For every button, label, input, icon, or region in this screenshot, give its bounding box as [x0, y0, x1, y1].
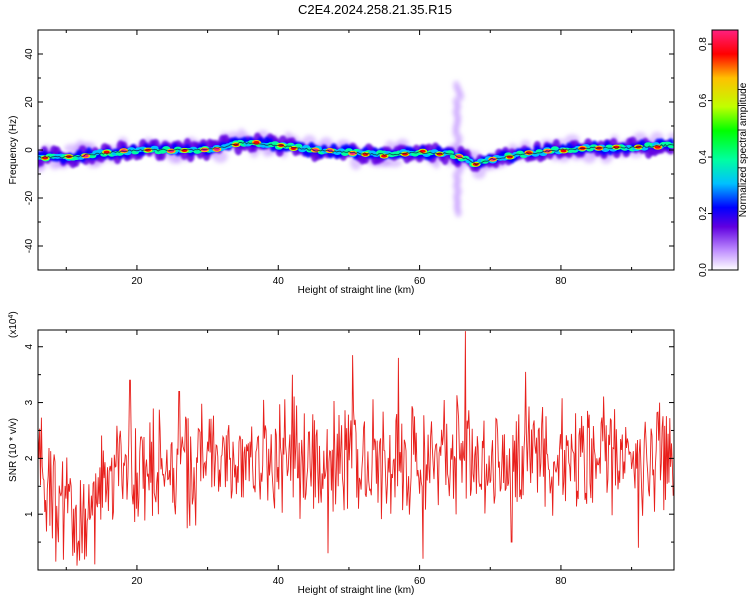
colorbar-ticks: 0.0 0.2 0.4 0.6 0.8: [698, 37, 712, 277]
snr-line-path: [38, 331, 674, 566]
bottom-x-tick-label: 60: [414, 576, 426, 587]
heatmap-halo-cell: [667, 132, 674, 140]
top-y-tick-label: 0: [24, 147, 35, 153]
bottom-y-axis-label: SNR (10 * v/v): [8, 418, 19, 482]
colorbar-tick-label: 0.0: [698, 263, 709, 277]
colorbar-tick-label: 0.8: [698, 37, 709, 51]
heatmap-hot-spot: [213, 147, 220, 151]
heatmap-hot-spot: [381, 154, 388, 158]
heatmap-hot-spot: [560, 149, 567, 153]
colorbar-tick-label: 0.6: [698, 93, 709, 107]
snr-line-series: [38, 331, 674, 566]
spectrogram-heatmap: [38, 80, 674, 218]
bottom-scale-note: (x104): [8, 311, 20, 338]
bottom-x-tick-label: 20: [131, 576, 143, 587]
top-x-tick-label: 80: [555, 276, 567, 287]
top-y-tick-label: 20: [24, 96, 35, 108]
top-y-axis-label: Frequency (Hz): [8, 116, 19, 185]
colorbar: [711, 29, 739, 271]
top-x-tick-label: 40: [273, 276, 285, 287]
heatmap-halo-cell: [212, 150, 228, 163]
bottom-y-tick-label: 1: [24, 511, 35, 517]
top-y-tick-label: -20: [24, 190, 35, 205]
bottom-y-tick-label: 3: [24, 399, 35, 405]
colorbar-label: Normalized spectral amplitude: [738, 82, 749, 217]
bottom-axes: 20 40 60 80 1 2 3 4: [24, 330, 674, 587]
colorbar-tick-label: 0.4: [698, 150, 709, 164]
heatmap-halo-cell: [173, 153, 182, 164]
top-x-axis-label: Height of straight line (km): [298, 285, 415, 296]
bottom-plot-frame: [37, 329, 675, 571]
top-y-tick-label: 40: [24, 48, 35, 60]
top-x-tick-label: 20: [131, 276, 143, 287]
top-y-tick-label: -40: [24, 238, 35, 253]
bottom-x-axis-label: Height of straight line (km): [298, 585, 415, 596]
heatmap-burst-cell: [452, 80, 460, 91]
bottom-y-tick-label: 2: [24, 455, 35, 461]
chart-title: C2E4.2024.258.21.35.R15: [298, 2, 452, 17]
colorbar-tick-label: 0.2: [698, 206, 709, 220]
top-x-tick-label: 60: [414, 276, 426, 287]
bottom-x-tick-label: 80: [555, 576, 567, 587]
bottom-y-tick-label: 4: [24, 344, 35, 350]
heatmap-hot-spot: [253, 140, 260, 144]
bottom-x-tick-label: 40: [273, 576, 285, 587]
top-axes: 20 40 60 80 -40 -20 0 20 40: [24, 29, 674, 287]
heatmap-halo-cell: [386, 158, 402, 168]
heatmap-ridge-line: [38, 141, 674, 166]
